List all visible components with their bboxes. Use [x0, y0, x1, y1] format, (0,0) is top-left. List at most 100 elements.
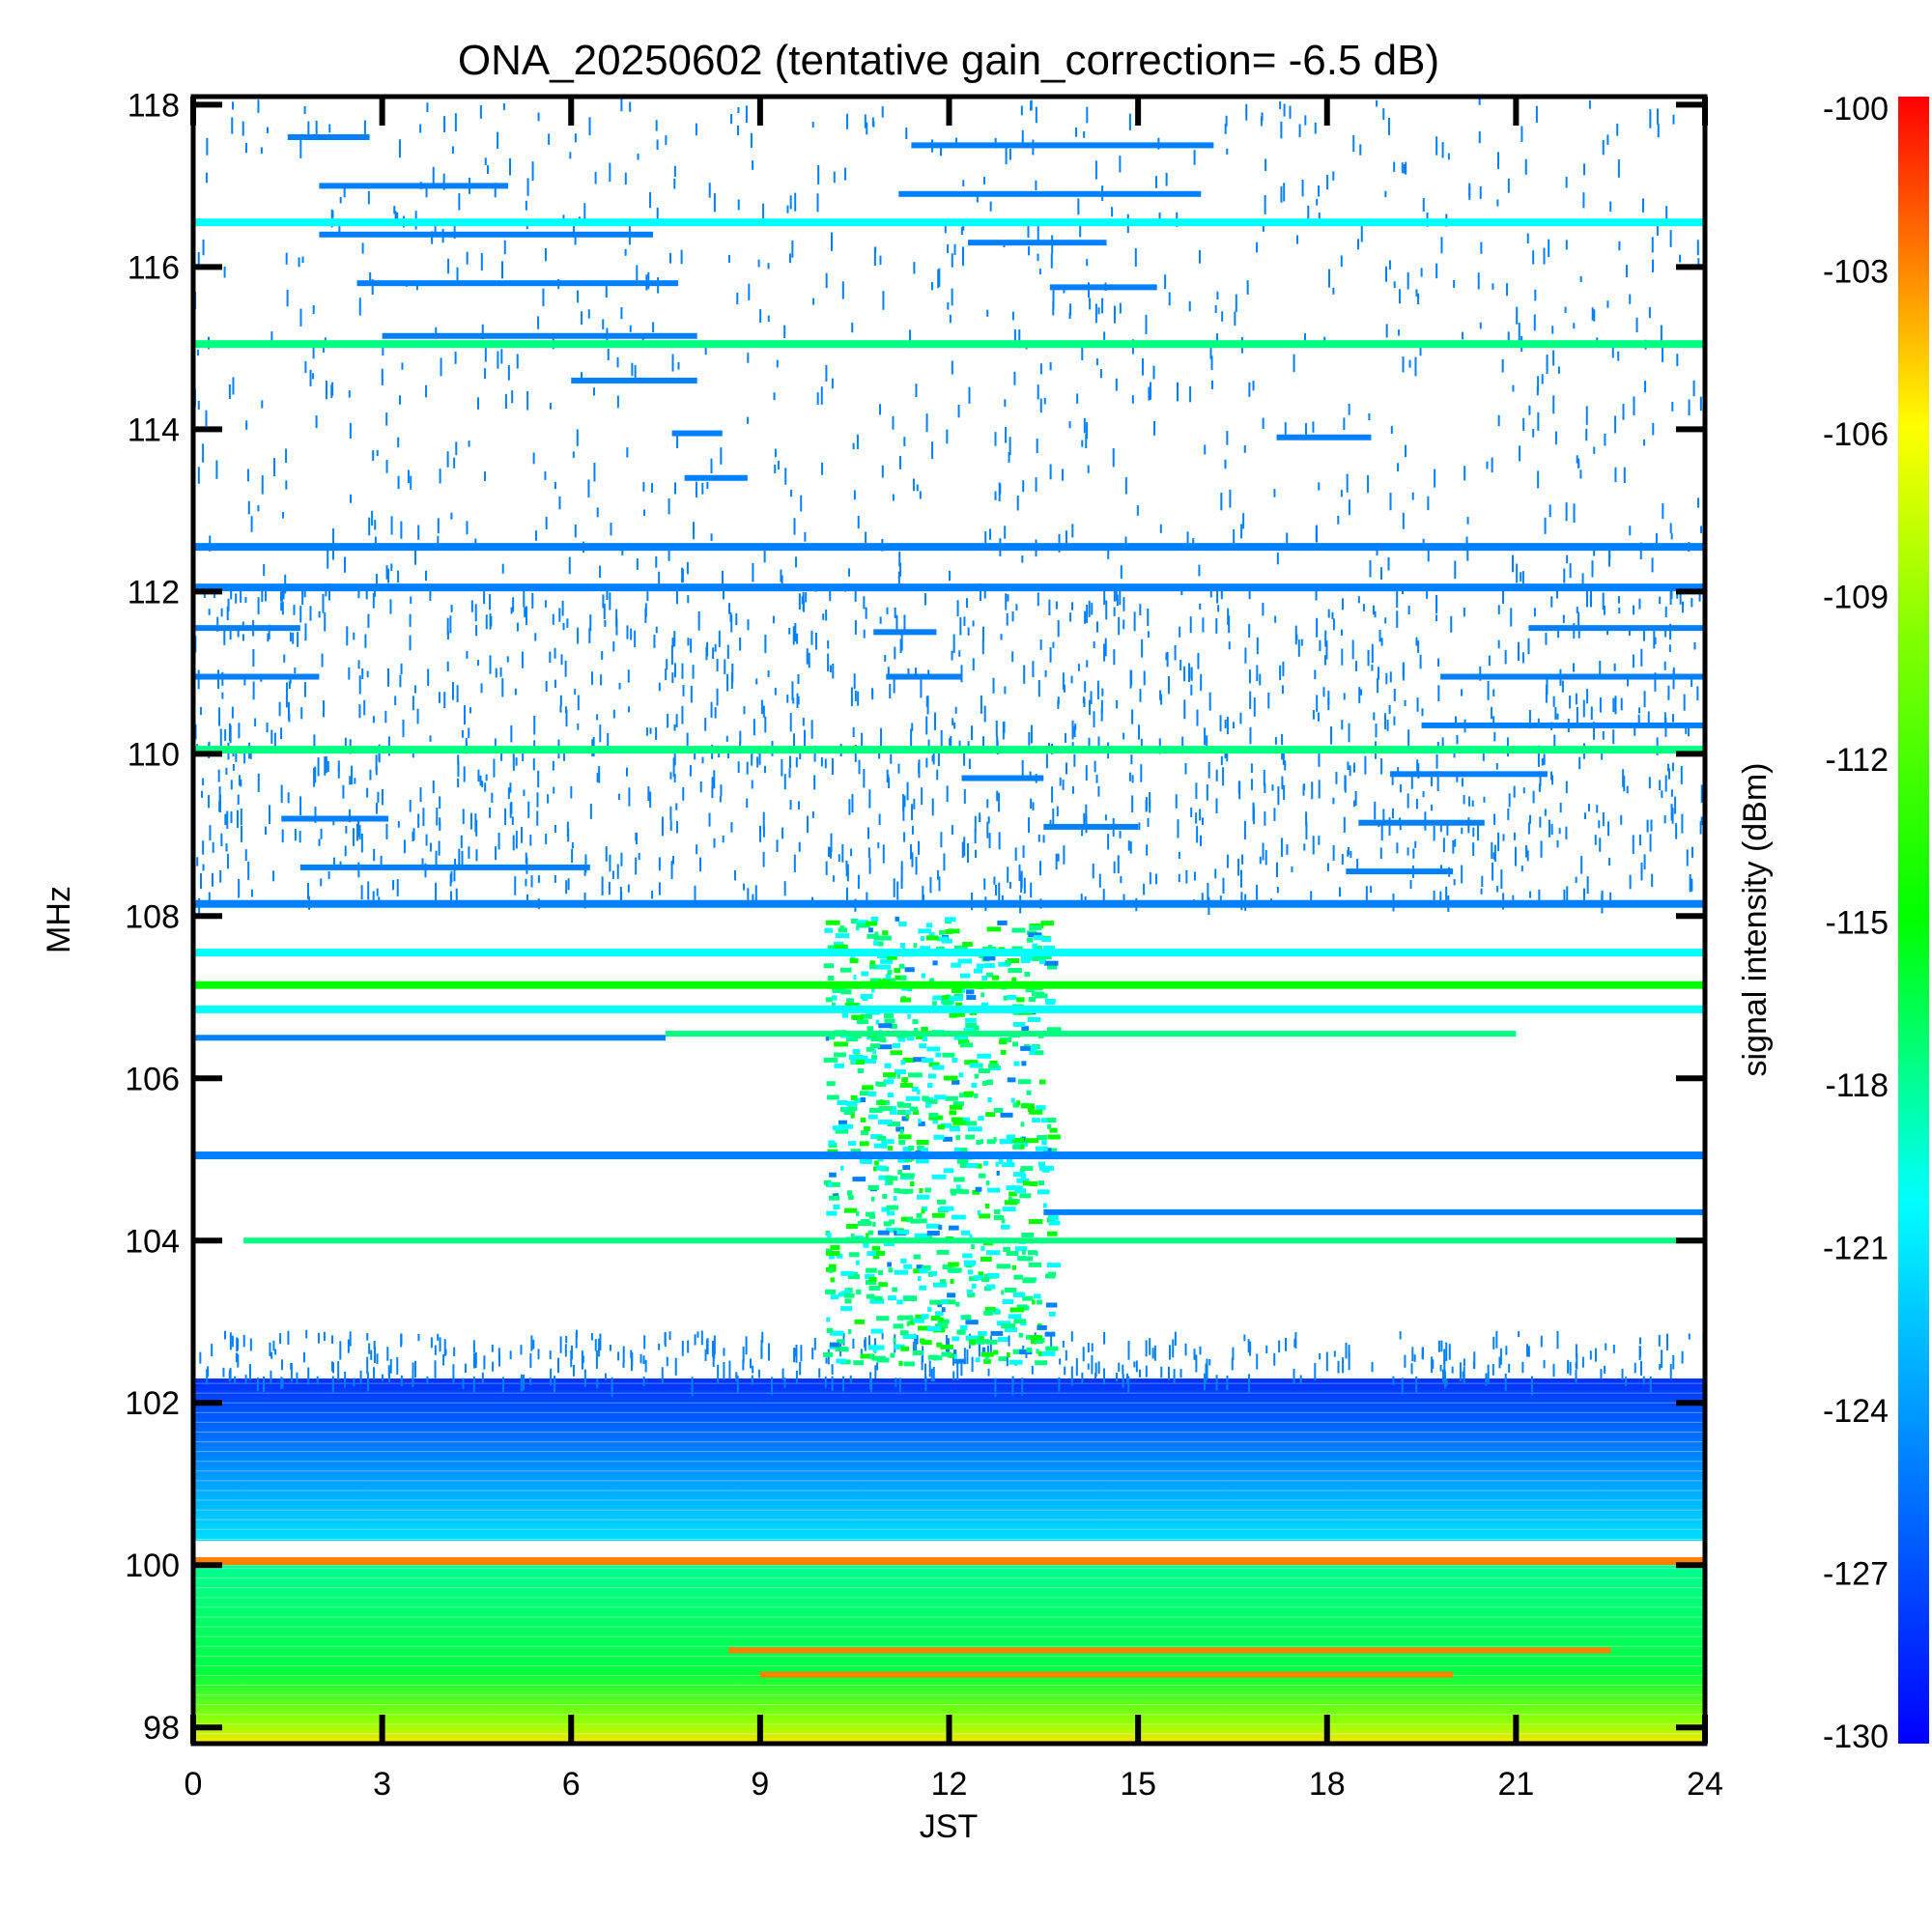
burst-cell	[1040, 921, 1055, 926]
noise-speck	[921, 787, 923, 806]
noise-speck	[735, 612, 738, 626]
noise-speck	[216, 616, 219, 632]
burst-cell	[894, 1344, 905, 1350]
noise-speck	[1528, 710, 1531, 729]
noise-speck	[1513, 785, 1516, 798]
noise-speck	[1210, 355, 1213, 371]
burst-cell	[1041, 1140, 1047, 1146]
noise-speck	[1100, 699, 1103, 713]
noise-speck	[1341, 598, 1344, 611]
y-tick-label: 110	[128, 736, 180, 773]
noise-speck	[1116, 594, 1119, 607]
noise-speck	[1208, 692, 1211, 711]
noise-speck	[670, 645, 673, 666]
noise-speck	[501, 1377, 504, 1394]
noise-speck	[681, 705, 684, 724]
burst-cell	[943, 1136, 952, 1142]
noise-speck	[265, 589, 268, 602]
noise-speck	[608, 881, 611, 895]
noise-speck	[1609, 201, 1612, 213]
noise-speck	[567, 878, 570, 891]
noise-speck	[1091, 1343, 1094, 1352]
noise-speck	[327, 549, 329, 569]
noise-speck	[431, 231, 434, 244]
y-tick-label: 100	[125, 1548, 180, 1584]
noise-speck	[1335, 772, 1338, 784]
noise-speck	[931, 754, 934, 762]
noise-speck	[462, 809, 465, 825]
noise-speck	[810, 720, 813, 739]
noise-speck	[936, 769, 939, 781]
burst-cell	[917, 1325, 931, 1331]
noise-speck	[252, 681, 255, 700]
burst-cell	[840, 1165, 844, 1171]
noise-speck	[1202, 617, 1205, 633]
noise-speck	[928, 1360, 931, 1378]
noise-speck	[616, 395, 619, 409]
burst-cell	[846, 1223, 858, 1229]
noise-speck	[690, 639, 693, 653]
noise-speck	[788, 253, 791, 264]
noise-speck	[596, 773, 599, 782]
signal-segment	[671, 430, 723, 437]
noise-speck	[1431, 777, 1434, 786]
burst-cell	[834, 1052, 846, 1058]
noise-speck	[1696, 686, 1699, 701]
burst-cell	[952, 1214, 966, 1220]
noise-speck	[353, 1378, 355, 1387]
noise-speck	[439, 817, 441, 825]
burst-cell	[1026, 1334, 1031, 1340]
burst-cell	[1037, 1189, 1050, 1195]
noise-speck	[1143, 670, 1146, 686]
noise-speck	[1563, 568, 1566, 583]
noise-speck	[270, 1370, 272, 1384]
noise-speck	[389, 599, 392, 614]
noise-speck	[1089, 298, 1092, 310]
noise-speck	[986, 1345, 989, 1358]
burst-cell	[925, 923, 932, 928]
burst-cell	[926, 1326, 942, 1332]
burst-cell	[978, 1271, 983, 1277]
noise-speck	[696, 844, 698, 855]
noise-speck	[305, 1329, 308, 1339]
noise-speck	[783, 774, 786, 790]
x-axis: 0 3 6 9 12 15 18 21 24	[185, 97, 1723, 1803]
noise-speck	[440, 357, 442, 377]
noise-speck	[474, 604, 477, 622]
burst-cell	[1016, 1304, 1028, 1310]
noise-speck	[1173, 1369, 1176, 1384]
noise-speck	[899, 639, 902, 654]
burst-cell	[1020, 1045, 1031, 1051]
burst-cell	[828, 1264, 837, 1269]
noise-speck	[1118, 1362, 1121, 1373]
noise-speck	[1226, 148, 1229, 155]
noise-speck	[1416, 759, 1419, 776]
noise-speck	[1206, 784, 1208, 801]
burst-cell	[1001, 1323, 1016, 1329]
burst-cell	[829, 1172, 837, 1178]
noise-speck	[1628, 629, 1631, 637]
noise-speck	[879, 616, 882, 624]
noise-speck	[1528, 405, 1531, 415]
noise-speck	[1495, 763, 1498, 770]
noise-speck	[1397, 767, 1400, 774]
noise-speck	[687, 1340, 690, 1353]
burst-cell	[1028, 1262, 1042, 1267]
noise-speck	[521, 651, 524, 668]
burst-cell	[869, 1043, 881, 1049]
noise-speck	[838, 854, 840, 863]
burst-cell	[880, 958, 894, 964]
noise-speck	[399, 674, 402, 688]
burst-cell	[1036, 1105, 1046, 1111]
noise-speck	[1226, 854, 1229, 868]
noise-speck	[972, 620, 975, 627]
noise-speck	[745, 1336, 748, 1355]
noise-speck	[1149, 791, 1151, 808]
noise-speck	[896, 881, 899, 900]
signal-segment	[571, 377, 697, 384]
noise-speck	[280, 602, 283, 611]
noise-speck	[544, 247, 547, 262]
burst-cell	[838, 1292, 849, 1297]
burst-cell	[965, 1263, 973, 1268]
noise-speck	[1664, 775, 1667, 792]
